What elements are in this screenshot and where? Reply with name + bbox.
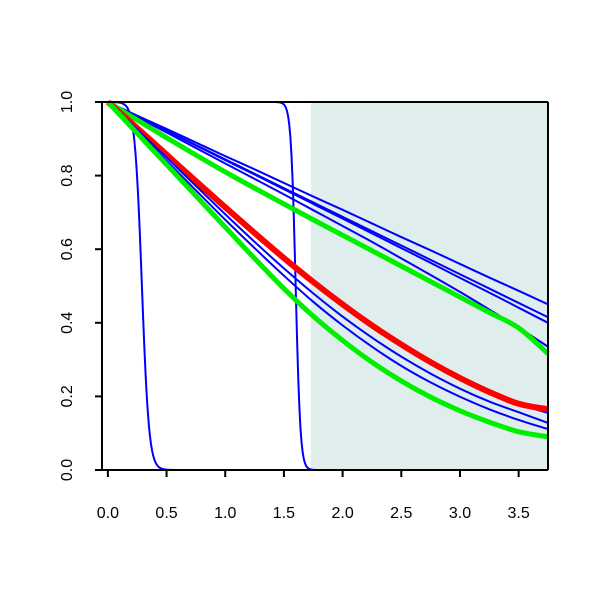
x-tick-label: 0.5 (155, 505, 177, 522)
series-line-green-lower-10 (106, 100, 549, 440)
y-tick-label: 0.4 (59, 312, 76, 334)
x-tick-label: 1.0 (214, 505, 236, 522)
series-line-blue-linear-3 (107, 101, 549, 324)
y-tick-label: 0.6 (59, 238, 76, 260)
y-tick-label: 0.8 (59, 164, 76, 186)
x-tick-label: 0.0 (97, 505, 119, 522)
series-line-blue-linear-1 (107, 101, 549, 306)
series-line-green-upper-5 (106, 99, 550, 356)
series-line-red-mean-7 (105, 99, 549, 413)
y-tick-label: 1.0 (59, 91, 76, 113)
series-line-blue-linear-4 (107, 101, 549, 348)
y-tick-label: 0.2 (59, 385, 76, 407)
series-line-blue-curved-9 (107, 101, 549, 431)
x-tick-label: 3.0 (449, 505, 471, 522)
x-tick-label: 2.5 (390, 505, 412, 522)
x-tick-label: 3.5 (508, 505, 530, 522)
x-tick-label: 2.0 (331, 505, 353, 522)
shaded-region (310, 102, 548, 470)
y-tick-label: 0.0 (59, 459, 76, 481)
x-tick-label: 1.5 (273, 505, 295, 522)
series-line-blue-curved-8 (107, 101, 549, 424)
